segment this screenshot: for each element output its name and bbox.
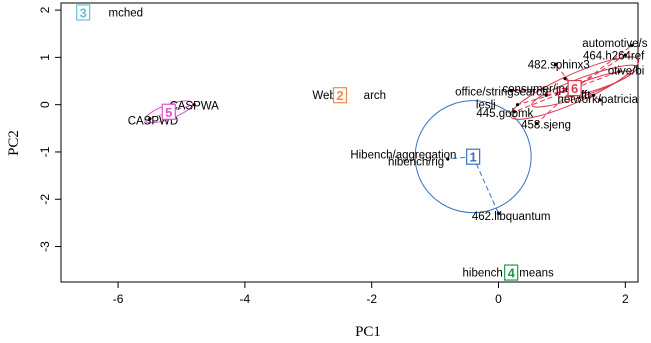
x-tick-label: 0 xyxy=(495,292,502,306)
point-label: means xyxy=(519,268,554,280)
data-point xyxy=(598,98,602,102)
data-point xyxy=(446,157,450,161)
x-tick-label: 2 xyxy=(622,292,629,306)
point-label: lesli xyxy=(476,100,496,112)
cluster-6-spoke xyxy=(517,87,575,106)
cluster-5-center xyxy=(161,103,176,120)
cluster-1-center xyxy=(466,148,481,165)
data-point xyxy=(630,43,634,48)
point-label: mched xyxy=(109,7,144,19)
point-label: 462.libquantum xyxy=(472,211,551,223)
point-label: arch xyxy=(364,90,386,102)
data-point xyxy=(515,103,520,107)
point-label: 445.gobmk xyxy=(476,108,533,120)
cluster-2-center xyxy=(332,87,348,104)
data-point xyxy=(544,93,548,97)
data-point xyxy=(512,110,516,114)
x-axis-title: PC1 xyxy=(355,324,381,340)
point-label: Hibench/aggregation xyxy=(350,149,456,161)
y-tick-label: -3 xyxy=(38,241,52,252)
cluster-6-ellipse xyxy=(557,70,632,98)
data-point xyxy=(553,62,558,67)
point-label: 464.h264ref xyxy=(583,50,645,62)
cluster-6-spoke xyxy=(555,64,575,89)
x-tick-label: -2 xyxy=(366,292,377,306)
cluster-4-center xyxy=(504,264,519,281)
point-label: Web xyxy=(312,90,335,102)
cluster-6-center xyxy=(567,80,582,97)
point-label: office/stringsearch xyxy=(455,86,548,98)
x-tick-label: -4 xyxy=(240,292,251,306)
data-point xyxy=(563,77,567,81)
cluster-5-id: 5 xyxy=(165,105,172,120)
cluster-1-spoke xyxy=(472,156,499,214)
cluster-6-spoke xyxy=(574,54,626,89)
x-tick-label: -6 xyxy=(113,292,124,306)
cluster-4-id: 4 xyxy=(508,266,516,281)
cluster-6-spoke xyxy=(574,45,632,89)
y-tick-label: 1 xyxy=(38,54,52,61)
point-label: consumer/jpeg xyxy=(502,84,577,96)
cluster-1-id: 1 xyxy=(470,150,477,165)
y-axis-title: PC2 xyxy=(6,130,22,156)
cluster-6-spoke xyxy=(511,87,575,91)
data-point xyxy=(534,121,539,126)
plot-frame xyxy=(60,2,639,283)
cluster-6-ellipse xyxy=(531,64,638,108)
point-label: automotive/s xyxy=(582,38,647,50)
cluster-centers: 1 2 3 4 5 6 xyxy=(76,4,582,281)
y-tick-label: -2 xyxy=(38,194,52,205)
point-label: hibench xyxy=(463,268,503,280)
data-points xyxy=(81,10,634,275)
data-point xyxy=(592,93,596,97)
y-tick-label: 2 xyxy=(38,6,52,13)
y-tick-label: -1 xyxy=(38,146,52,157)
cluster-6-ellipse xyxy=(509,56,640,120)
data-point xyxy=(496,211,501,216)
cluster-1-ellipse xyxy=(414,100,532,214)
data-point xyxy=(509,88,513,93)
y-tick-label: 0 xyxy=(38,101,52,108)
axes: -6 -4 -2 0 2 -3 -2 -1 0 1 2 xyxy=(38,6,629,306)
data-point xyxy=(148,117,152,121)
point-label: 458.sjeng xyxy=(521,120,571,132)
point-label: network/patricia xyxy=(557,94,638,106)
cluster-2-id: 2 xyxy=(336,88,343,103)
cluster-6-spoke xyxy=(514,87,575,113)
cluster-6-id: 6 xyxy=(571,81,578,96)
data-point xyxy=(623,53,627,57)
point-label: CASPWA xyxy=(169,101,219,113)
data-point xyxy=(617,69,621,74)
data-point xyxy=(192,103,196,107)
cluster-3-id: 3 xyxy=(80,5,87,20)
cluster-3-center xyxy=(76,4,91,21)
point-label: 482.sphinx3 xyxy=(528,59,590,71)
point-label: hibench/rig xyxy=(388,156,444,168)
point-label: otive/bi xyxy=(608,66,644,78)
